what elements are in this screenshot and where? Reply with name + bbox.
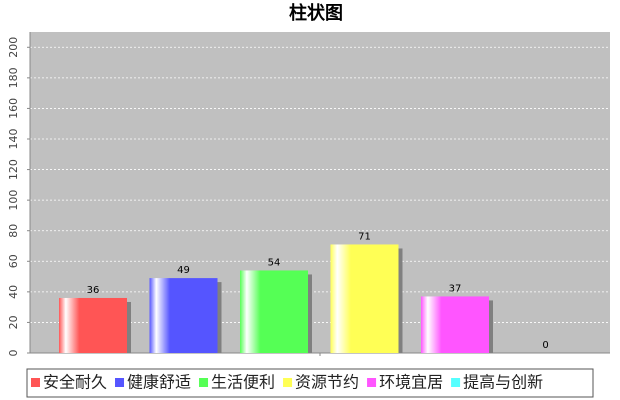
legend-swatch [451,378,461,387]
bar [240,270,308,353]
y-tick-label: 100 [7,190,20,211]
y-tick-label: 200 [7,37,20,58]
legend-label: 生活便利 [211,373,275,392]
bar [421,296,489,353]
bar [330,244,399,353]
legend-swatch [283,378,293,387]
value-label: 36 [87,285,100,296]
legend-swatch [199,378,209,387]
bar [59,297,127,353]
legend-label: 安全耐久 [43,373,107,392]
value-label: 54 [268,257,281,268]
chart-title: 柱状图 [289,2,343,24]
y-tick-label: 80 [7,224,20,238]
value-label: 71 [358,231,371,242]
value-label: 0 [542,340,548,351]
legend-label: 健康舒适 [127,373,191,392]
legend-label: 提高与创新 [463,373,543,392]
y-tick-label: 180 [7,67,20,88]
value-label: 49 [177,265,190,276]
legend-swatch [31,378,40,387]
y-tick-label: 20 [7,315,20,329]
y-tick-label: 160 [7,98,20,119]
legend-swatch [367,378,377,387]
value-label: 37 [449,283,462,294]
legend-swatch [115,378,125,387]
legend-label: 环境宜居 [379,373,443,392]
y-tick-label: 60 [7,254,20,268]
legend-label: 资源节约 [295,373,359,392]
y-tick-label: 140 [7,129,20,150]
y-tick-label: 120 [7,159,20,180]
bar [149,278,218,353]
y-tick-label: 40 [7,285,20,299]
y-tick-label: 0 [7,350,20,357]
